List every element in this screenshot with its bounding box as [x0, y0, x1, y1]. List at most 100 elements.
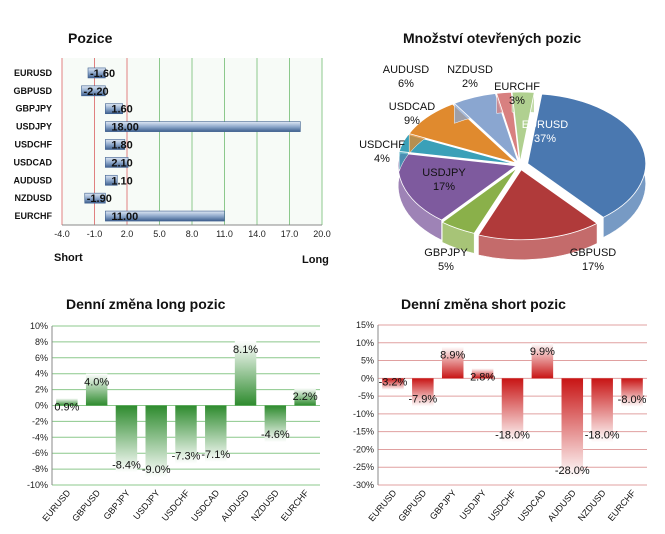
value-label-gbpjpy: 8.9% — [440, 350, 465, 362]
category-label-eurusd: EURUSD — [366, 487, 398, 523]
bar-eurchf — [294, 388, 316, 406]
bar-usdjpy — [145, 405, 167, 478]
bar-usdchf — [175, 405, 197, 464]
x-tick-label: 11.0 — [216, 229, 233, 239]
slice-eurchf — [511, 91, 535, 163]
slice-percent-usdchf: 4% — [374, 153, 390, 165]
category-label-usdjpy: USDJPY — [458, 488, 488, 522]
bar-eurchf — [105, 210, 225, 222]
value-label-gbpusd: -7.9% — [408, 393, 437, 405]
category-label-eurchf: EURCHF — [606, 487, 638, 523]
value-label-eurchf: -8.0% — [618, 394, 647, 406]
slice-label-eurusd: EURUSD — [522, 119, 569, 131]
bar-gbpusd — [81, 85, 106, 97]
slice-percent-nzdusd: 2% — [462, 78, 478, 90]
y-tick-label: -8% — [32, 464, 48, 474]
value-label-audusd: 1.10 — [111, 175, 132, 187]
value-label-usdchf: 1.80 — [111, 140, 132, 152]
value-label-gbpusd: 4.0% — [84, 377, 109, 389]
y-tick-label: -2% — [32, 416, 48, 426]
slice-label-usdcad: USDCAD — [389, 101, 436, 113]
value-label-usdcad: 2.10 — [111, 157, 132, 169]
slice-side-eurchf — [511, 91, 535, 113]
category-label-nzdusd: NZDUSD — [15, 193, 53, 203]
x-tick-label: 20.0 — [313, 229, 331, 239]
value-label-gbpjpy: -8.4% — [112, 459, 141, 471]
long-label: Long — [302, 254, 329, 266]
slice-side-usdcad — [408, 103, 453, 155]
bar-gbpjpy — [105, 103, 123, 115]
x-tick-label: -1.0 — [87, 229, 103, 239]
slice-usdcad — [408, 103, 517, 164]
category-label-eurusd: EURUSD — [40, 487, 72, 523]
bar-usdcad — [105, 157, 129, 168]
category-label-usdchf: USDCHF — [15, 140, 53, 150]
value-label-usdjpy: -9.0% — [142, 464, 171, 476]
short-change-chart-title: Denní změna short pozic — [401, 296, 566, 312]
category-label-eurchf: EURCHF — [279, 487, 311, 523]
category-label-usdchf: USDCHF — [486, 487, 518, 523]
x-tick-label: 8.0 — [186, 229, 199, 239]
slice-percent-usdcad: 9% — [404, 115, 420, 127]
bar-eurusd — [87, 67, 106, 79]
slice-side-gbpusd — [478, 223, 598, 260]
y-tick-label: 8% — [35, 337, 48, 347]
value-label-eurusd: 0.9% — [54, 401, 79, 413]
y-tick-label: -10% — [27, 480, 48, 490]
y-tick-label: 5% — [361, 356, 374, 366]
category-label-gbpjpy: GBPJPY — [101, 488, 131, 522]
x-tick-label: 5.0 — [153, 229, 166, 239]
slice-usdjpy — [397, 152, 518, 221]
value-label-usdjpy: 18.00 — [111, 122, 139, 134]
value-label-nzdusd: -1.90 — [87, 193, 112, 205]
slice-side-usdjpy — [398, 153, 442, 241]
y-tick-label: -4% — [32, 432, 48, 442]
value-label-gbpusd: -2.20 — [84, 86, 109, 98]
positions-chart-title: Pozice — [68, 30, 113, 46]
category-label-usdjpy: USDJPY — [16, 122, 52, 132]
y-tick-label: -20% — [353, 444, 374, 454]
category-label-usdcad: USDCAD — [13, 157, 52, 167]
bar-usdjpy — [471, 368, 494, 379]
slice-label-eurchf: EURCHF — [494, 81, 540, 93]
slice-audusd — [453, 93, 519, 163]
category-label-nzdusd: NZDUSD — [576, 487, 608, 523]
bar-usdjpy — [105, 121, 301, 132]
bar-eurusd — [56, 398, 78, 406]
slice-label-nzdusd: NZDUSD — [447, 64, 493, 76]
category-label-gbpusd: GBPUSD — [396, 487, 428, 523]
category-label-gbpusd: GBPUSD — [70, 487, 102, 523]
bar-gbpjpy — [441, 346, 464, 379]
x-tick-label: 2.0 — [121, 229, 134, 239]
plot-area — [62, 58, 322, 225]
value-label-usdchf: -18.0% — [495, 429, 530, 441]
value-label-nzdusd: -4.6% — [261, 429, 290, 441]
bar-nzdusd — [264, 405, 287, 443]
y-tick-label: -15% — [353, 427, 374, 437]
category-label-gbpjpy: GBPJPY — [15, 104, 52, 114]
slice-eurusd — [527, 93, 647, 218]
slice-side-audusd — [454, 93, 496, 124]
bar-audusd — [234, 341, 257, 406]
value-label-eurchf: 2.2% — [293, 391, 318, 403]
bar-usdcad — [205, 405, 227, 462]
y-tick-label: 0% — [35, 401, 48, 411]
category-label-usdcad: USDCAD — [189, 487, 221, 523]
value-label-nzdusd: -18.0% — [585, 429, 620, 441]
bar-usdchf — [105, 139, 126, 150]
slice-gbpjpy — [441, 167, 518, 234]
value-label-eurchf: 11.00 — [111, 211, 138, 223]
y-tick-label: -30% — [353, 480, 374, 490]
x-tick-label: 14.0 — [248, 229, 266, 239]
category-label-usdchf: USDCHF — [160, 487, 192, 523]
category-label-gbpjpy: GBPJPY — [428, 488, 458, 522]
bar-nzdusd — [84, 192, 106, 204]
short-label: Short — [54, 252, 83, 264]
y-tick-label: 2% — [35, 385, 48, 395]
bar-usdcad — [531, 343, 554, 379]
y-tick-label: 0% — [361, 373, 374, 383]
slice-nzdusd — [496, 91, 520, 163]
y-tick-label: -10% — [353, 409, 374, 419]
value-label-gbpjpy: 1.60 — [111, 104, 132, 116]
